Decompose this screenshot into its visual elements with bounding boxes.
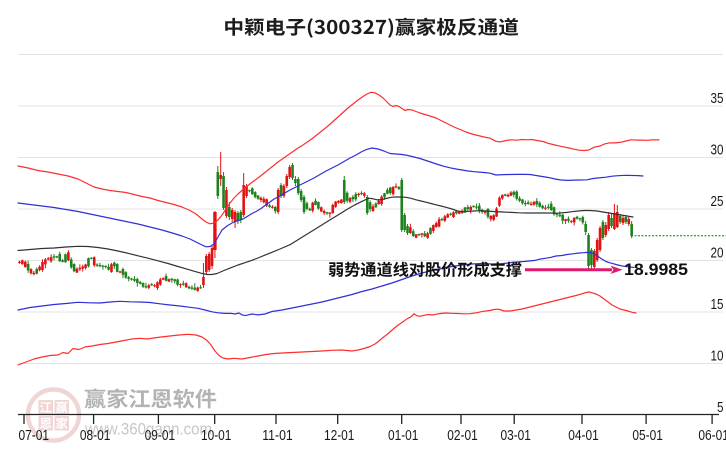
svg-text:www.360gann.com: www.360gann.com [84,420,212,439]
svg-text:11-01: 11-01 [262,428,293,444]
svg-text:06-01: 06-01 [698,428,726,444]
svg-text:04-01: 04-01 [568,428,599,444]
svg-text:09-01: 09-01 [145,428,176,444]
svg-text:25: 25 [711,194,724,210]
svg-text:05-01: 05-01 [632,428,663,444]
svg-text:12-01: 12-01 [324,428,355,444]
svg-text:15: 15 [711,297,724,313]
svg-text:10: 10 [711,349,724,365]
svg-text:35: 35 [711,91,724,107]
svg-text:03-01: 03-01 [500,428,531,444]
svg-text:08-01: 08-01 [80,428,111,444]
svg-text:5: 5 [717,400,724,416]
svg-text:30: 30 [711,143,724,159]
svg-text:10-01: 10-01 [201,428,232,444]
svg-text:01-01: 01-01 [388,428,419,444]
svg-text:07-01: 07-01 [19,428,50,444]
svg-text:18.9985: 18.9985 [624,261,688,279]
svg-text:02-01: 02-01 [447,428,478,444]
svg-text:20: 20 [711,246,724,262]
